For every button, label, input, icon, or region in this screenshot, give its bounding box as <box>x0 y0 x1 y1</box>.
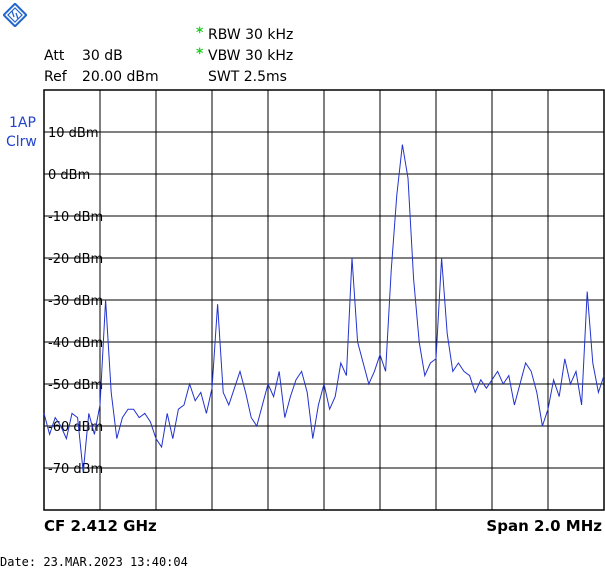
frequency-span: Span 2.0 MHz <box>486 517 602 535</box>
att-value: 30 dB <box>82 48 123 64</box>
spectrum-trace <box>43 144 605 473</box>
y-tick-label: -60 dBm <box>48 420 103 435</box>
trace-clear-write-label: Clrw <box>6 134 37 150</box>
y-tick-label: -30 dBm <box>48 294 103 309</box>
center-frequency: CF 2.412 GHz <box>44 517 157 535</box>
y-tick-label: -70 dBm <box>48 462 103 477</box>
trace-mode-label: 1AP <box>9 115 36 131</box>
vbw-setting: VBW 30 kHz <box>208 48 294 64</box>
rbw-coupled-marker: * <box>196 25 204 41</box>
plot-grid <box>43 89 605 511</box>
sweep-time: SWT 2.5ms <box>208 69 287 85</box>
y-tick-label: -20 dBm <box>48 252 103 267</box>
y-tick-label: 10 dBm <box>48 126 99 141</box>
ref-label: Ref <box>44 69 67 85</box>
y-axis-ticks: 10 dBm 0 dBm -10 dBm -20 dBm -30 dBm -40 dBm -… <box>48 126 103 477</box>
y-tick-label: -40 dBm <box>48 336 103 351</box>
capture-date: Date: 23.MAR.2023 13:40:04 <box>0 555 188 569</box>
rohde-schwarz-logo-icon <box>3 3 27 27</box>
y-tick-label: -50 dBm <box>48 378 103 393</box>
y-tick-label: 0 dBm <box>48 168 90 183</box>
vbw-coupled-marker: * <box>196 46 204 62</box>
ref-value: 20.00 dBm <box>82 69 159 85</box>
y-tick-label: -10 dBm <box>48 210 103 225</box>
rbw-setting: RBW 30 kHz <box>208 27 294 43</box>
att-label: Att <box>44 48 65 64</box>
